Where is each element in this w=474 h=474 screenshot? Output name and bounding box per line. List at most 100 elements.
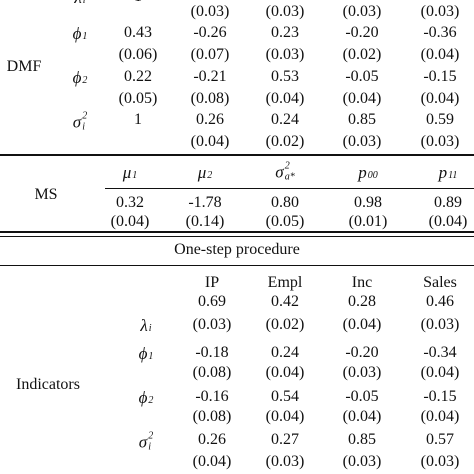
- estimate: 0.28: [348, 293, 376, 310]
- symbol-scripts: 2: [148, 394, 154, 407]
- std-error: (0.02): [265, 133, 305, 150]
- estimate: -0.15: [423, 388, 457, 405]
- std-error: (0.04): [190, 133, 230, 150]
- std-error: (0.04): [342, 316, 382, 333]
- symbol-scripts: i: [83, 0, 86, 6]
- std-error: (0.04): [428, 213, 468, 230]
- symbol-base: ϕ: [138, 387, 148, 407]
- symbol-base: λ: [140, 315, 148, 335]
- estimate: -1.78: [188, 194, 222, 211]
- std-error: (0.06): [118, 46, 158, 63]
- std-error: (0.03): [342, 453, 382, 470]
- symbol-scripts: i: [148, 322, 152, 335]
- estimate: 0.43: [124, 24, 152, 41]
- rule: [0, 265, 474, 266]
- estimate: -0.15: [423, 68, 457, 85]
- symbol-scripts: 2: [207, 169, 213, 182]
- rule: [105, 188, 474, 189]
- std-error: (0.02): [342, 46, 382, 63]
- section-label: Indicators: [16, 376, 80, 393]
- estimate: -0.21: [193, 68, 227, 85]
- std-error: (0.04): [420, 364, 460, 381]
- column-header: Inc: [351, 274, 373, 291]
- estimate: -0.05: [345, 68, 379, 85]
- estimate: 0.22: [124, 68, 152, 85]
- estimate: 1: [134, 111, 142, 128]
- rule: [0, 236, 474, 237]
- estimate: 0.26: [198, 431, 226, 448]
- symbol-sub: 11: [448, 169, 458, 181]
- std-error: (0.03): [265, 46, 305, 63]
- symbol-sub: 2: [207, 169, 213, 181]
- estimate: 0.26: [196, 111, 224, 128]
- std-error: (0.03): [342, 3, 382, 20]
- estimate: 0.42: [271, 293, 299, 310]
- std-error: (0.04): [342, 90, 382, 107]
- symbol-sub: i: [148, 322, 152, 334]
- estimate: 0.46: [426, 293, 454, 310]
- std-error: (0.04): [192, 453, 232, 470]
- symbol-scripts: 1: [82, 31, 87, 43]
- symbol-sub: i: [82, 0, 86, 6]
- rule: [0, 154, 474, 156]
- estimate: 0.85: [348, 431, 376, 448]
- std-error: (0.08): [192, 364, 232, 381]
- std-error: (0.03): [420, 316, 460, 333]
- std-error: (0.04): [265, 408, 305, 425]
- estimate: -0.18: [195, 344, 229, 361]
- symbol: p 00: [358, 163, 378, 182]
- estimate: 0.24: [271, 111, 299, 128]
- std-error: (0.03): [420, 133, 460, 150]
- symbol-sub: 2: [148, 394, 154, 406]
- std-error: (0.03): [342, 364, 382, 381]
- estimate: 0.69: [198, 293, 226, 310]
- std-error: (0.03): [265, 453, 305, 470]
- std-error: (0.03): [190, 3, 230, 20]
- estimate: 0.59: [426, 111, 454, 128]
- std-error: (0.05): [265, 213, 305, 230]
- estimate: -0.20: [345, 344, 379, 361]
- symbol-base: ϕ: [138, 343, 148, 363]
- symbol-sub: 00: [367, 169, 378, 181]
- estimate: -0.05: [345, 388, 379, 405]
- column-header: Sales: [423, 274, 457, 291]
- symbol-sub: i: [82, 121, 85, 132]
- estimate: 0.24: [271, 344, 299, 361]
- std-error: (0.03): [265, 3, 305, 20]
- std-error: (0.01): [348, 213, 388, 230]
- symbol-sub: 1: [148, 350, 154, 362]
- std-error: (0.05): [118, 90, 158, 107]
- symbol-sub: 1: [132, 169, 138, 181]
- estimate: 0.85: [348, 111, 376, 128]
- estimate: 0.89: [434, 194, 462, 211]
- estimate: -0.36: [423, 24, 457, 41]
- estimate: -0.26: [193, 24, 227, 41]
- symbol-base: p: [358, 162, 367, 182]
- symbol: λi: [74, 0, 85, 6]
- estimate: 0.57: [426, 431, 454, 448]
- rule: [0, 231, 474, 233]
- std-error: (0.03): [420, 3, 460, 20]
- section-label: MS: [34, 186, 58, 203]
- symbol: σ 2 a*: [275, 161, 294, 183]
- estimate: 0.53: [271, 68, 299, 85]
- symbol-scripts: 00: [367, 169, 378, 182]
- estimate: 0.54: [271, 388, 299, 405]
- std-error: (0.04): [420, 46, 460, 63]
- std-error: (0.14): [185, 213, 225, 230]
- symbol-base: p: [438, 162, 448, 182]
- estimate: -0.16: [195, 388, 229, 405]
- symbol-base: σ: [72, 112, 82, 132]
- estimate: -0.34: [423, 344, 457, 361]
- std-error: (0.08): [192, 408, 232, 425]
- symbol-sup: 2: [148, 430, 154, 442]
- std-error: (0.07): [190, 46, 230, 63]
- symbol-scripts: 1: [132, 169, 138, 182]
- symbol-base: ϕ: [72, 67, 82, 87]
